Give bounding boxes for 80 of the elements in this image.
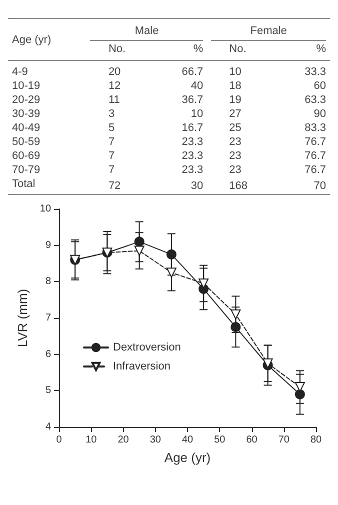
point xyxy=(198,278,209,288)
x-tick-label: 10 xyxy=(86,434,98,446)
data-label: 18 xyxy=(228,79,242,93)
x-tick-label: 40 xyxy=(182,434,194,446)
data-label: 3 xyxy=(107,107,116,121)
x-tick-label: 60 xyxy=(246,434,258,446)
y-axis-title: LVR (mm) xyxy=(15,288,30,348)
point xyxy=(134,246,144,256)
category-label: 4-9 xyxy=(11,65,29,79)
data-label: 23.3 xyxy=(180,135,204,149)
point xyxy=(230,309,241,320)
text: No. xyxy=(107,42,127,57)
y-tick-label: 6 xyxy=(45,348,52,360)
data-label: 27 xyxy=(228,107,242,121)
y-tick-label: 10 xyxy=(40,204,52,214)
x-tick-label: 30 xyxy=(150,434,162,446)
text: No. xyxy=(228,42,248,57)
data-label: 66.7 xyxy=(180,65,204,79)
point xyxy=(166,249,176,260)
y-tick-label: 7 xyxy=(45,312,52,324)
data-label: 10 xyxy=(190,107,204,121)
text: Age (yr) xyxy=(11,32,52,48)
data-label: 25 xyxy=(228,121,242,135)
x-tick-label: 70 xyxy=(278,434,290,446)
data-label: 7 xyxy=(107,163,116,177)
y-tick-label: 9 xyxy=(45,240,52,251)
data-label: 23 xyxy=(228,135,242,149)
x-tick-label: 80 xyxy=(310,434,322,446)
data-label: 16.7 xyxy=(180,121,204,135)
data-label: 33.3 xyxy=(304,65,327,79)
data-label: 60 xyxy=(312,79,327,93)
category-label: Total xyxy=(11,177,36,192)
data-label: 36.7 xyxy=(180,93,204,107)
data-label: 83.3 xyxy=(304,121,327,135)
category-label: 30-39 xyxy=(11,107,42,121)
data-label: 5 xyxy=(107,121,116,135)
y-tick-label: 8 xyxy=(45,276,52,288)
category-label: 50-59 xyxy=(11,135,42,149)
point xyxy=(134,236,144,247)
data-label: 72 xyxy=(107,178,122,194)
data-label: 40 xyxy=(190,79,204,93)
data-label: 63.3 xyxy=(304,93,327,107)
x-tick-label: 20 xyxy=(118,434,130,446)
data-label: 23.3 xyxy=(180,149,204,163)
data-label: 76.7 xyxy=(304,149,327,163)
data-label: 76.7 xyxy=(304,135,327,149)
category-label: 20-29 xyxy=(11,93,42,107)
data-label: 10 xyxy=(228,65,242,79)
point xyxy=(230,322,241,332)
text: % xyxy=(192,42,204,57)
point xyxy=(294,389,305,400)
data-label: 23 xyxy=(228,163,242,177)
category-label: 70-79 xyxy=(11,163,42,177)
data-label: 23.3 xyxy=(180,163,204,177)
text: Male xyxy=(90,25,204,41)
y-tick-label: 4 xyxy=(45,422,52,432)
category-label: 60-69 xyxy=(11,149,42,163)
y-tick-label: 5 xyxy=(45,385,52,396)
category-label: 40-49 xyxy=(11,121,42,135)
x-tick-label: 50 xyxy=(214,434,226,446)
data-label: 20 xyxy=(107,65,122,79)
data-label: 76.7 xyxy=(304,163,327,177)
data-label: 23 xyxy=(228,149,242,163)
category-label: 10-19 xyxy=(11,79,42,93)
data-label: 90 xyxy=(312,107,327,121)
x-axis-title: Age (yr) xyxy=(164,450,211,465)
legend-label: Dextroversion xyxy=(113,342,181,354)
text: Female xyxy=(211,25,326,41)
x-tick-label: 0 xyxy=(56,434,62,446)
data-label: 7 xyxy=(107,135,116,149)
text: % xyxy=(315,42,327,57)
data-label: 11 xyxy=(107,93,121,107)
data-label: 12 xyxy=(107,79,122,93)
legend-label: Infraversion xyxy=(113,360,170,372)
data-label: 19 xyxy=(228,93,242,107)
data-label: 7 xyxy=(107,149,116,163)
data-label: 168 xyxy=(228,178,249,194)
data-label: 30 xyxy=(190,178,204,194)
data-label: 70 xyxy=(312,178,327,194)
point xyxy=(166,268,176,278)
